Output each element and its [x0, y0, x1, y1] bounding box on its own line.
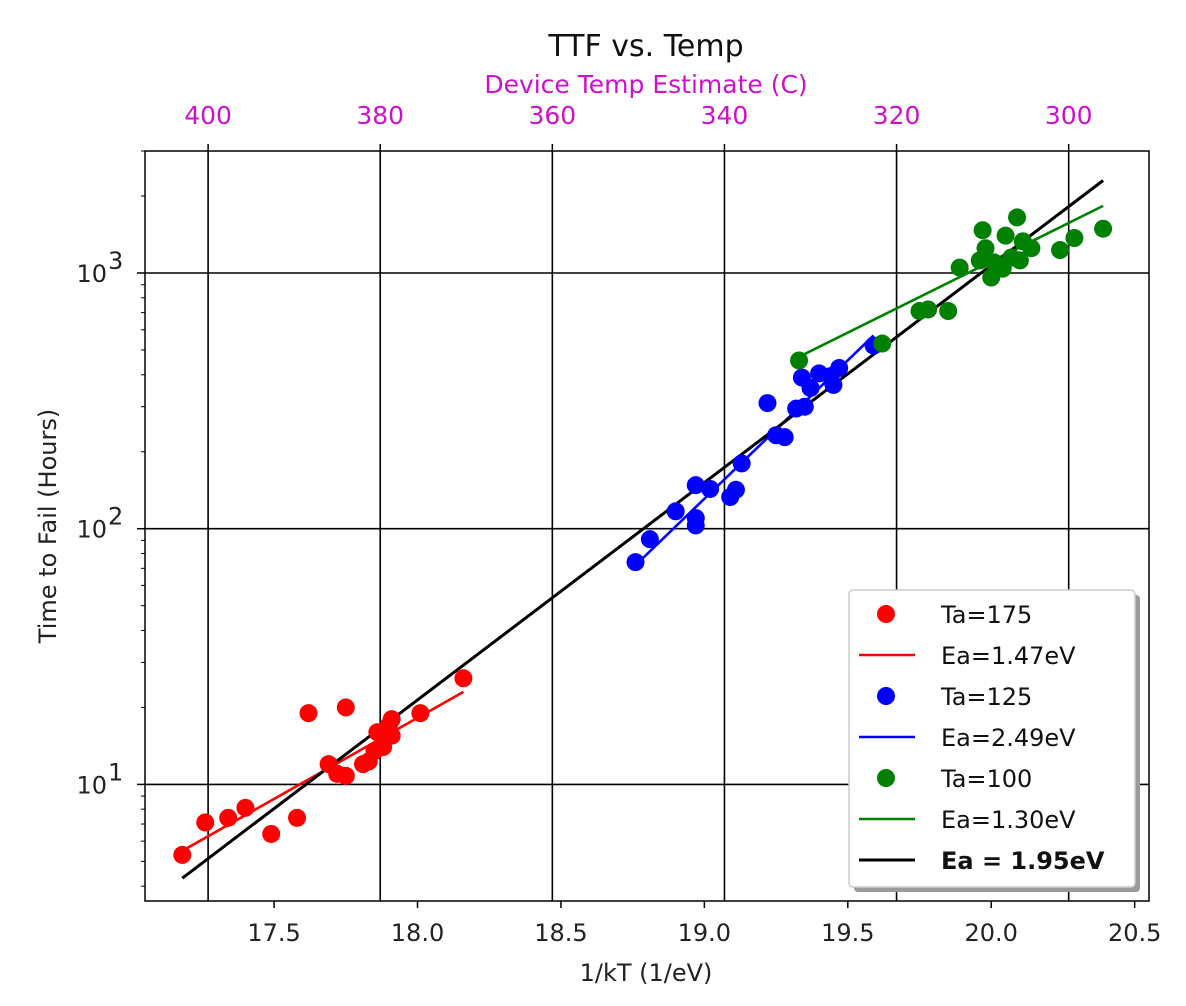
- x-tick-label: 18.5: [534, 919, 587, 947]
- data-point: [196, 813, 215, 832]
- data-point: [873, 334, 892, 353]
- top-tick-label: 360: [528, 101, 576, 130]
- data-point: [686, 509, 705, 528]
- legend-marker: [877, 687, 895, 705]
- y-tick-label: 10: [76, 771, 107, 799]
- legend-label: Ea = 1.95eV: [941, 847, 1105, 875]
- axis-ticks: 17.5 18.0 18.5 19.0 19.5 20.0 20.5 400 380 360 340…: [76, 101, 1161, 947]
- x-axis-label: 1/kT (1/eV): [580, 959, 713, 987]
- data-point: [336, 698, 355, 717]
- legend-marker: [877, 769, 895, 787]
- data-point: [976, 239, 995, 258]
- plot-frame: [144, 150, 1150, 902]
- legend-label: Ea=2.49eV: [941, 724, 1076, 752]
- data-point: [336, 766, 355, 785]
- x-tick-label: 18.0: [391, 919, 444, 947]
- data-point: [236, 798, 255, 817]
- data-point: [640, 530, 659, 549]
- data-point: [824, 375, 843, 394]
- data-point: [454, 669, 473, 688]
- data-point: [626, 553, 645, 572]
- x-tick-label: 20.5: [1108, 919, 1161, 947]
- data-point: [1065, 229, 1084, 248]
- legend-label: Ta=175: [940, 601, 1032, 629]
- data-point: [288, 808, 307, 827]
- data-point: [795, 397, 814, 416]
- data-point: [411, 704, 430, 723]
- top-tick-label: 300: [1045, 101, 1093, 130]
- data-point: [666, 502, 685, 521]
- data-point: [382, 726, 401, 745]
- data-point: [686, 476, 705, 495]
- data-point: [382, 710, 401, 729]
- x-tick-label: 19.5: [821, 919, 874, 947]
- chart-title: TTF vs. Temp: [547, 29, 743, 64]
- data-points: [173, 208, 1113, 864]
- legend-label: Ea=1.47eV: [941, 642, 1076, 670]
- top-tick-label: 320: [873, 101, 921, 130]
- top-tick-label: 380: [356, 101, 404, 130]
- top-tick-label: 400: [184, 101, 232, 130]
- data-point: [919, 300, 938, 319]
- data-point: [299, 704, 318, 723]
- data-point: [1051, 241, 1070, 260]
- data-point: [1010, 251, 1029, 270]
- legend-marker: [877, 605, 895, 623]
- data-point: [758, 394, 777, 413]
- data-point: [732, 454, 751, 473]
- data-point: [1094, 219, 1113, 238]
- legend-label: Ea=1.30eV: [941, 806, 1076, 834]
- data-point: [1008, 208, 1027, 227]
- data-point: [973, 221, 992, 240]
- data-point: [262, 824, 281, 843]
- data-point: [726, 480, 745, 499]
- legend-label: Ta=125: [940, 683, 1032, 711]
- data-point: [830, 359, 849, 378]
- y-tick-exponent: 2: [108, 503, 123, 531]
- data-point: [775, 428, 794, 447]
- x-tick-label: 17.5: [247, 919, 300, 947]
- y-tick-label: 10: [76, 516, 107, 544]
- data-point: [701, 479, 720, 498]
- legend-label: Ta=100: [940, 765, 1032, 793]
- data-point: [801, 379, 820, 398]
- data-point: [790, 351, 809, 370]
- data-point: [939, 302, 958, 321]
- x-tick-label: 20.0: [965, 919, 1018, 947]
- data-point: [219, 808, 238, 827]
- data-point: [1022, 239, 1041, 258]
- legend-box: [848, 589, 1136, 888]
- x-tick-label: 19.0: [678, 919, 731, 947]
- y-tick-label: 10: [76, 260, 107, 288]
- data-point: [950, 258, 969, 277]
- top-tick-label: 340: [701, 101, 749, 130]
- y-tick-exponent: 3: [108, 247, 123, 275]
- data-point: [173, 845, 192, 864]
- data-point: [996, 226, 1015, 245]
- top-axis-label: Device Temp Estimate (C): [484, 70, 807, 99]
- fit-line: [798, 204, 1104, 359]
- legend: Ta=175 Ea=1.47eV Ta=125 Ea=2.49eV Ta=100 Ea=1…: [848, 589, 1140, 892]
- y-axis-label: Time to Fail (Hours): [34, 409, 62, 644]
- y-tick-exponent: 1: [108, 758, 123, 786]
